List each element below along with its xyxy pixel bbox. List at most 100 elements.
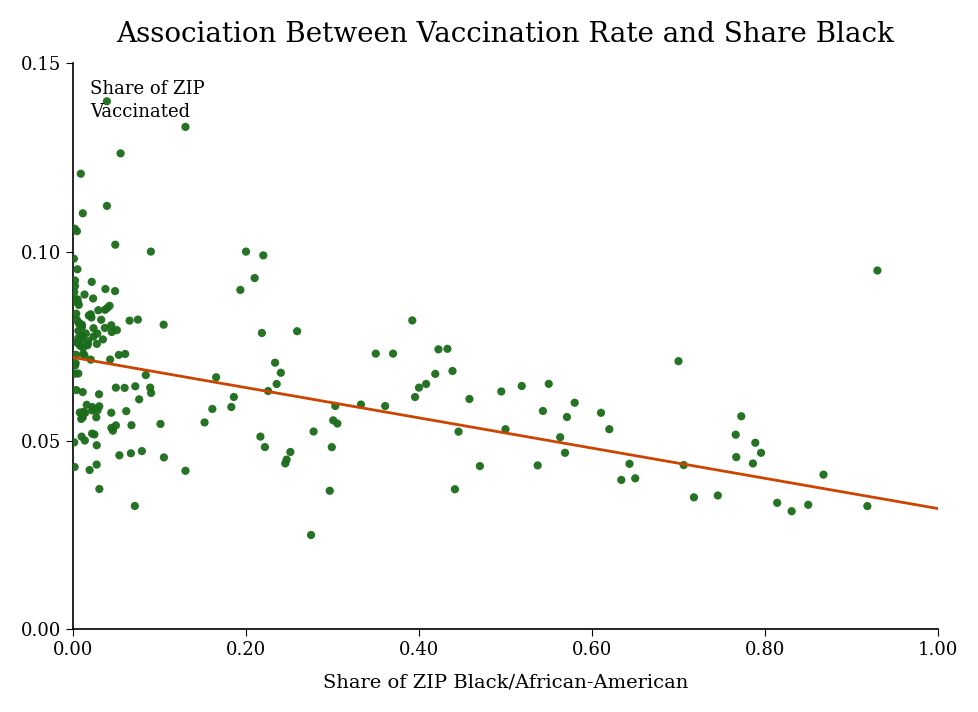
Point [86,323,102,334]
Point [156,451,171,463]
Point [407,392,422,403]
Point [134,446,150,457]
Point [75,348,91,360]
Point [102,300,117,312]
Point [283,446,298,458]
Point [78,328,94,339]
Point [238,246,253,257]
Point [267,357,283,368]
Point [73,413,89,424]
Point [80,335,96,347]
Point [177,121,193,132]
Point [70,333,86,344]
Point [868,265,884,276]
Point [541,378,556,389]
Point [67,461,82,473]
Point [74,321,90,333]
Point [427,368,443,379]
Point [277,458,292,469]
Point [709,490,725,501]
Point [104,422,119,434]
Point [108,419,123,431]
Point [89,338,105,350]
Point [74,330,90,341]
Point [450,426,466,437]
Point [246,273,262,284]
Point [566,397,582,409]
Point [74,387,90,398]
Point [556,447,572,459]
Point [733,411,748,422]
Point [99,200,114,211]
Point [327,400,342,412]
Point [108,382,123,393]
Point [223,402,239,413]
Point [79,340,95,351]
Point [83,308,99,320]
Point [117,348,133,360]
Point [279,454,294,465]
Point [104,407,119,419]
Point [69,337,85,348]
Point [368,348,383,360]
Point [558,412,574,423]
Point [197,417,212,428]
Point [471,461,487,472]
Point [74,412,90,423]
Point [121,315,137,326]
Point [73,431,89,442]
Point [769,497,784,508]
Point [89,439,105,451]
Point [513,380,529,392]
Point [93,314,109,325]
Point [104,320,119,331]
Point [109,325,124,336]
Point [177,465,193,476]
Point [70,297,86,308]
Point [68,308,84,320]
Point [143,246,158,257]
Point [123,448,139,459]
Point [76,289,92,300]
Point [621,458,637,469]
Point [90,305,106,316]
Point [71,318,87,329]
Point [112,147,128,159]
Point [68,296,84,308]
Point [353,399,369,410]
Point [71,407,87,418]
Point [72,340,88,352]
Point [74,333,90,345]
Point [67,368,82,379]
Point [89,328,105,339]
Point [142,382,157,393]
Point [84,404,100,416]
Title: Association Between Vaccination Rate and Share Black: Association Between Vaccination Rate and… [116,21,894,48]
Point [98,283,113,295]
Point [84,428,100,439]
Point [82,464,98,476]
Point [444,365,460,377]
Point [75,208,91,219]
Point [153,418,168,429]
Point [104,326,119,337]
Point [108,286,123,297]
Point [91,389,107,400]
Point [69,293,85,305]
Point [70,318,86,329]
Point [79,399,95,411]
Point [67,281,83,292]
Point [303,529,319,540]
Point [675,459,690,471]
Point [73,168,89,179]
Point [815,469,830,481]
Point [84,402,100,413]
Point [384,348,400,360]
Point [67,294,83,305]
Point [461,393,476,404]
Point [131,394,147,405]
Point [67,253,82,264]
Point [69,226,85,237]
Point [77,407,93,419]
Point [70,335,86,347]
